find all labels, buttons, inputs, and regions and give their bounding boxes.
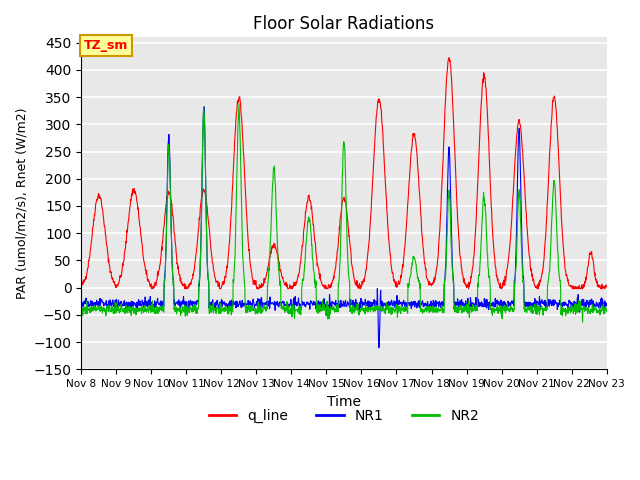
q_line	[77, 282, 85, 288]
NR1	[182, 299, 189, 304]
Y-axis label: PAR (umol/m2/s), Rnet (W/m2): PAR (umol/m2/s), Rnet (W/m2)	[15, 108, 28, 299]
Line: q_line: q_line	[81, 58, 607, 288]
q_line	[253, 286, 261, 291]
NR2	[426, 309, 433, 314]
q_line	[148, 286, 156, 291]
NR1	[495, 299, 502, 304]
NR2	[541, 306, 548, 312]
Title: Floor Solar Radiations: Floor Solar Radiations	[253, 15, 435, 33]
X-axis label: Time: Time	[327, 395, 361, 408]
q_line	[603, 284, 611, 289]
NR1	[426, 304, 434, 310]
q_line	[445, 55, 453, 60]
NR1	[541, 303, 548, 309]
NR2	[579, 319, 586, 325]
NR1	[200, 104, 208, 110]
NR2	[195, 306, 202, 312]
NR1	[77, 300, 85, 305]
NR2	[253, 311, 261, 317]
NR1	[253, 303, 261, 309]
NR1	[195, 298, 202, 303]
NR1	[375, 345, 383, 351]
Legend: q_line, NR1, NR2: q_line, NR1, NR2	[203, 403, 485, 429]
NR1	[603, 301, 611, 307]
NR2	[235, 101, 243, 107]
q_line	[541, 241, 548, 247]
q_line	[182, 285, 189, 291]
Line: NR1: NR1	[81, 107, 607, 348]
NR2	[182, 313, 189, 319]
Line: NR2: NR2	[81, 104, 607, 322]
Text: TZ_sm: TZ_sm	[84, 39, 128, 52]
NR2	[603, 309, 611, 314]
NR2	[494, 311, 502, 316]
NR2	[77, 312, 85, 317]
q_line	[195, 226, 202, 232]
q_line	[495, 280, 502, 286]
q_line	[426, 282, 433, 288]
